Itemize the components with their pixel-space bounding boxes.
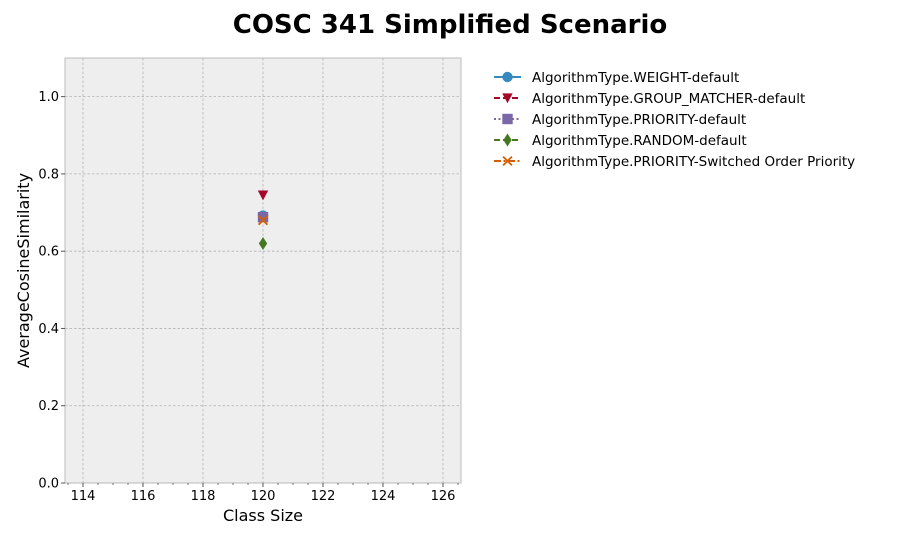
x-tick-label: 124 — [371, 489, 396, 504]
x-axis-label: Class Size — [223, 506, 303, 525]
data-point — [257, 190, 269, 201]
chart-title: COSC 341 Simplified Scenario — [233, 10, 668, 40]
x-tick-label: 120 — [251, 489, 276, 504]
marker-stroke — [257, 215, 269, 226]
legend-marker — [503, 133, 512, 147]
legend-label: AlgorithmType.PRIORITY-Switched Order Pr… — [532, 154, 855, 170]
legend-item: AlgorithmType.GROUP_MATCHER-default — [494, 91, 805, 107]
legend: AlgorithmType.WEIGHT-default AlgorithmTyp… — [494, 70, 855, 170]
grid — [65, 58, 461, 484]
legend-marker — [502, 113, 513, 125]
legend-item: AlgorithmType.WEIGHT-default — [494, 70, 739, 86]
legend-label: AlgorithmType.GROUP_MATCHER-default — [532, 91, 805, 107]
legend-label: AlgorithmType.RANDOM-default — [532, 133, 747, 149]
y-tick-label: 0.0 — [38, 477, 59, 492]
x-tick-label: 116 — [131, 489, 156, 504]
legend-item: AlgorithmType.PRIORITY-Switched Order Pr… — [494, 154, 855, 170]
x-tick-label: 126 — [431, 489, 456, 504]
x-tick-label: 118 — [191, 489, 216, 504]
y-axis: 0.0 0.2 0.4 0.6 0.8 1.0 — [38, 90, 65, 492]
y-tick-label: 0.2 — [38, 399, 59, 414]
legend-marker — [502, 71, 513, 83]
legend-label: AlgorithmType.WEIGHT-default — [532, 70, 739, 86]
legend-label: AlgorithmType.PRIORITY-default — [532, 112, 746, 128]
y-tick-label: 0.6 — [38, 245, 59, 260]
legend-marker — [502, 93, 513, 104]
legend-item: AlgorithmType.RANDOM-default — [494, 133, 747, 149]
data-point — [257, 211, 269, 223]
y-tick-label: 1.0 — [38, 90, 59, 105]
x-tick-label: 122 — [311, 489, 336, 504]
x-axis: 114 116 118 120 122 124 126 — [67, 483, 459, 504]
marker-stroke — [502, 155, 513, 167]
legend-item: AlgorithmType.PRIORITY-default — [494, 112, 746, 128]
data-point — [258, 236, 268, 250]
y-axis-label: AverageCosineSimilarity — [14, 173, 33, 368]
data-points — [257, 190, 269, 250]
y-tick-label: 0.4 — [38, 322, 59, 337]
legend-marker — [502, 155, 513, 167]
data-point — [257, 215, 269, 226]
x-tick-label: 114 — [71, 489, 96, 504]
y-tick-label: 0.8 — [38, 167, 59, 182]
